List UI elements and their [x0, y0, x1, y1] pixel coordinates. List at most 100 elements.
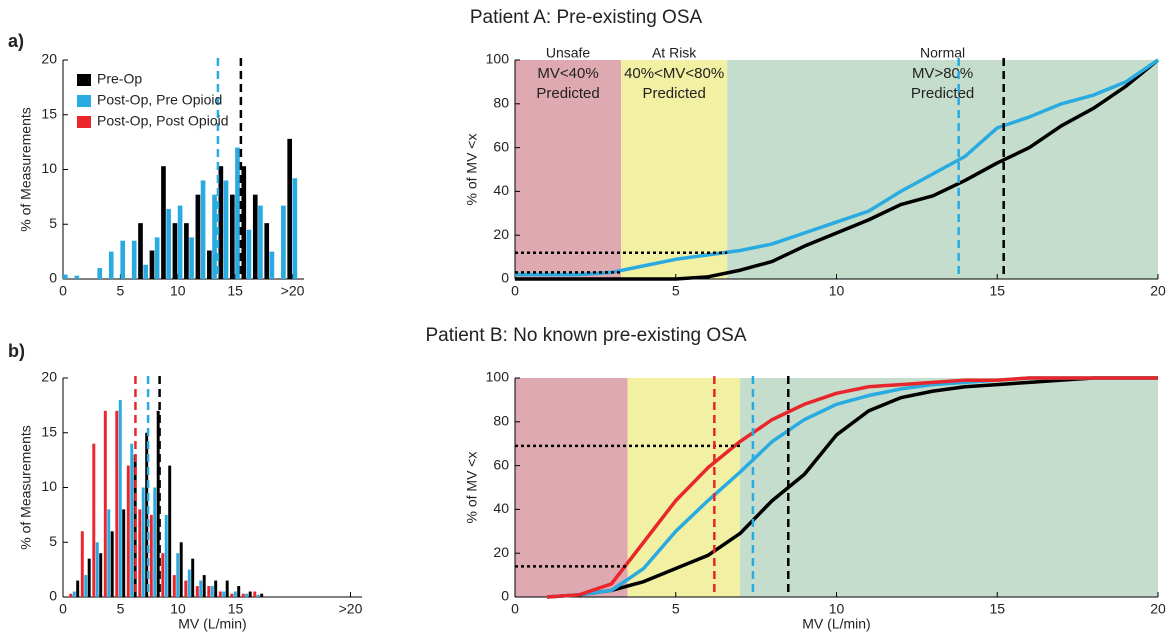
bar: [252, 194, 258, 279]
bar: [237, 586, 241, 597]
bar: [207, 250, 212, 279]
bar: [115, 410, 119, 597]
bar: [287, 138, 293, 279]
region: [740, 378, 1158, 597]
x-tick-label: 20: [1150, 283, 1166, 299]
bar: [253, 591, 257, 597]
legend-swatch: [77, 116, 91, 128]
x-tick-label: 0: [59, 283, 67, 299]
y-tick-label: 15: [41, 105, 57, 121]
bar: [156, 410, 160, 597]
bar: [126, 465, 130, 597]
bar: [179, 542, 183, 597]
bar: [108, 251, 114, 279]
bar: [97, 268, 103, 279]
x-tick-label: 5: [672, 601, 680, 617]
bar: [138, 223, 143, 279]
bar: [260, 593, 264, 597]
y-tick-label: 20: [493, 226, 509, 242]
bar: [141, 487, 145, 597]
bar: [218, 591, 222, 597]
x-tick-label: 10: [170, 283, 186, 299]
x-tick-label: 15: [989, 283, 1005, 299]
x-tick-label: 10: [170, 601, 186, 617]
x-tick-label: 10: [829, 283, 845, 299]
x-tick-label: 0: [511, 283, 519, 299]
region-label: Unsafe: [546, 45, 591, 61]
x-tick-label: 5: [672, 283, 680, 299]
bar: [120, 240, 126, 279]
bar: [248, 591, 252, 597]
bar: [131, 240, 137, 279]
cdf-line: [515, 58, 1159, 277]
bar: [246, 229, 252, 279]
bar: [63, 274, 68, 279]
bar: [107, 509, 111, 597]
y-tick-label: 5: [49, 215, 57, 231]
y-tick-label: 20: [493, 544, 509, 560]
y-tick-label: 10: [41, 478, 57, 494]
bar: [80, 531, 84, 597]
bar: [76, 580, 80, 597]
bar: [218, 166, 224, 279]
bar: [229, 194, 235, 279]
y-axis-label: % of Measurements: [18, 425, 34, 550]
cdf-line: [547, 376, 1158, 599]
x-axis-label: MV (L/min): [802, 616, 870, 632]
bar: [223, 180, 229, 279]
x-axis-label: MV (L/min): [178, 616, 246, 632]
y-tick-label: 0: [49, 588, 57, 604]
bar: [69, 593, 73, 597]
y-axis-label: % of Measurements: [18, 107, 34, 232]
bar: [92, 443, 96, 597]
panel-label: b): [8, 341, 25, 361]
region: [515, 60, 622, 279]
y-tick-label: 20: [41, 51, 57, 67]
bar: [207, 586, 211, 597]
y-axis-label: % of MV <x: [464, 134, 480, 206]
bar: [95, 542, 99, 597]
bar: [258, 205, 263, 279]
bar: [138, 509, 142, 597]
bar: [177, 205, 183, 279]
bar: [166, 208, 171, 279]
bar: [189, 237, 194, 279]
bar: [241, 166, 247, 279]
legend-label: Post-Op, Post Opioid: [97, 113, 229, 129]
bar: [172, 575, 176, 597]
bar: [212, 194, 217, 279]
bar: [145, 432, 149, 597]
x-tick-label: 0: [59, 601, 67, 617]
x-tick-label: 0: [511, 601, 519, 617]
bar: [191, 558, 195, 597]
y-tick-label: 0: [501, 588, 509, 604]
bar: [230, 593, 234, 597]
legend-swatch: [77, 74, 91, 86]
bar: [87, 558, 91, 597]
region: [621, 60, 728, 279]
x-tick-label: 20: [1150, 601, 1166, 617]
bar: [143, 264, 148, 279]
y-tick-label: 100: [486, 51, 510, 67]
region-label: At Risk: [652, 45, 697, 61]
bar: [233, 591, 237, 597]
bar: [195, 586, 199, 597]
x-tick-label: 5: [117, 601, 125, 617]
bar: [199, 580, 203, 597]
x-tick-label: 10: [829, 601, 845, 617]
x-tick-label: 15: [989, 601, 1005, 617]
bar: [161, 166, 166, 279]
bar: [161, 553, 165, 597]
y-tick-label: 0: [501, 270, 509, 286]
y-tick-label: 40: [493, 500, 509, 516]
y-axis-label: % of MV <x: [464, 452, 480, 524]
region-label: Predicted: [536, 85, 599, 102]
bar: [195, 194, 201, 279]
bar: [241, 593, 245, 597]
bar: [84, 575, 88, 597]
bar: [245, 593, 249, 597]
y-tick-label: 40: [493, 182, 509, 198]
bar: [264, 223, 270, 279]
bar: [200, 180, 206, 279]
panel-title: Patient B: No known pre-existing OSA: [425, 325, 746, 346]
